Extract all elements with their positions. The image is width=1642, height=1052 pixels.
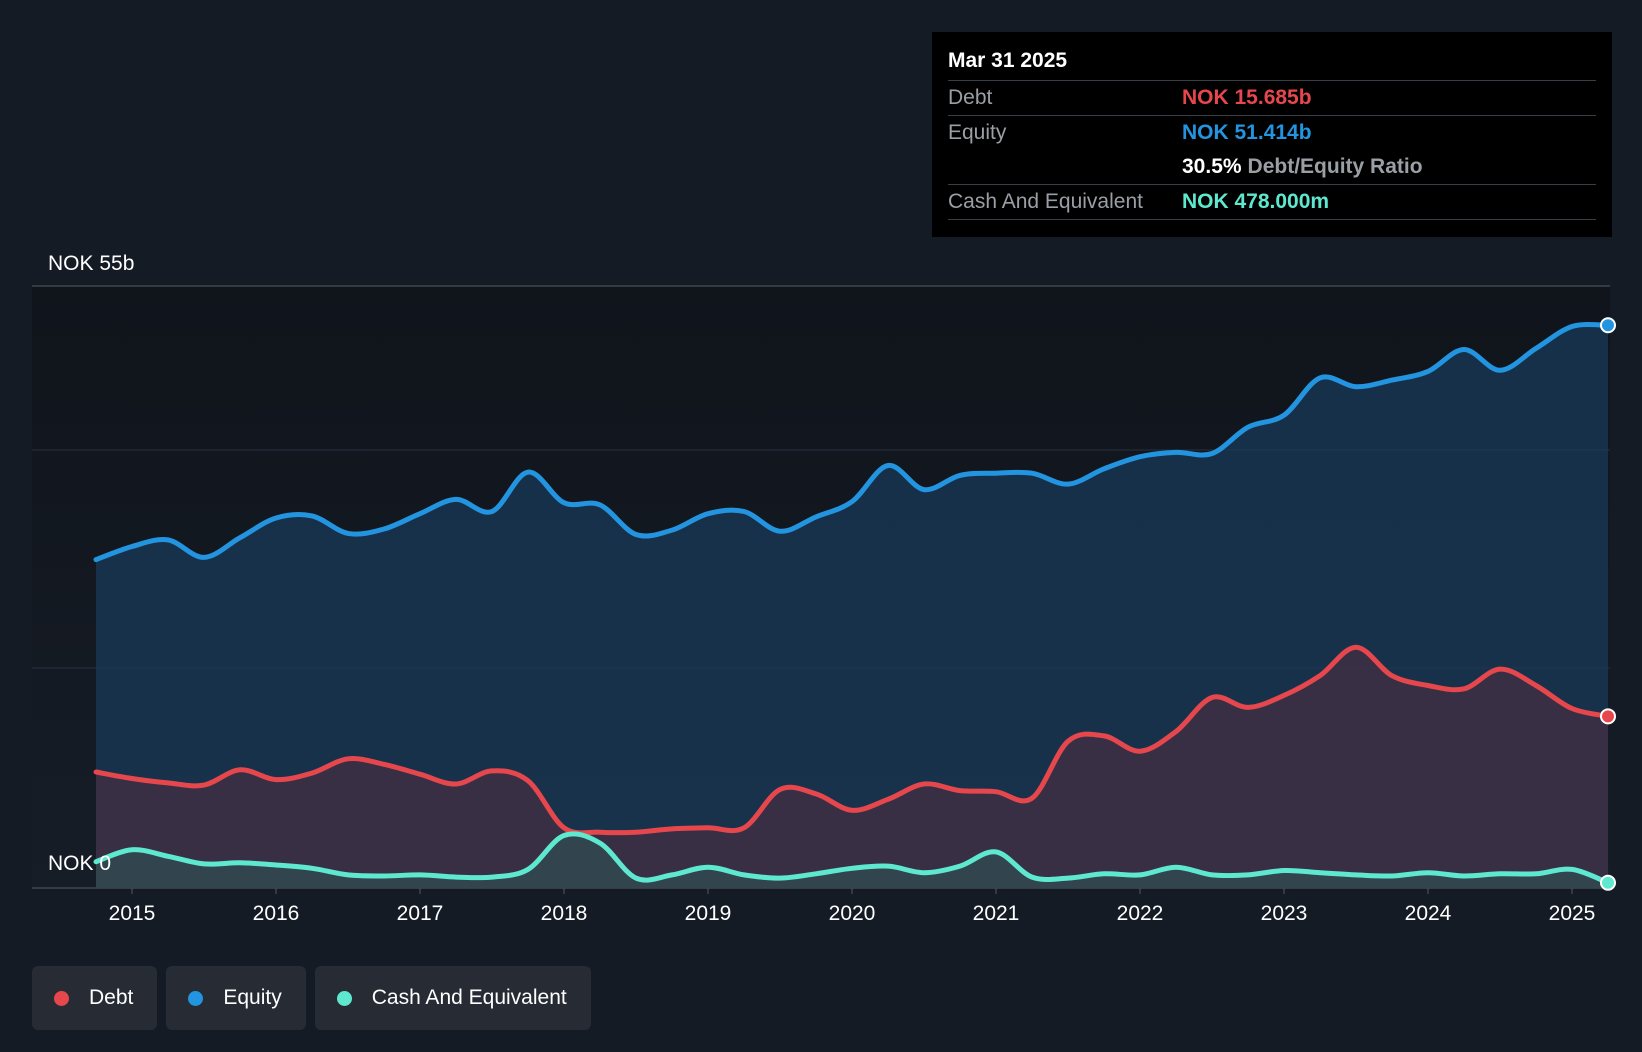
- x-tick-label: 2024: [1405, 902, 1452, 925]
- equity-line: [93, 321, 1611, 563]
- legend: Debt Equity Cash And Equivalent: [32, 966, 591, 1030]
- tooltip-row-cash: Cash And Equivalent NOK 478.000m: [948, 184, 1596, 220]
- series-endpoints: [1600, 317, 1616, 891]
- x-tick-label: 2018: [541, 902, 588, 925]
- debt-dot-icon: [54, 990, 69, 1006]
- equity-endpoint-marker: [1600, 317, 1616, 334]
- tooltip-ratio-label: Debt/Equity Ratio: [1247, 155, 1423, 178]
- equity-dot-icon: [188, 990, 204, 1006]
- tooltip-panel: Mar 31 2025 Debt NOK 15.685b Equity NOK …: [932, 32, 1612, 237]
- x-tick-label: 2021: [973, 902, 1020, 925]
- cash-area: [96, 833, 1608, 888]
- x-tick-label: 2020: [829, 902, 876, 925]
- tooltip-cash-label: Cash And Equivalent: [948, 190, 1143, 213]
- x-axis-ticks: 2015 2016 2017 2018 2019 2020 2021 2022 2023 2024…: [109, 888, 1596, 925]
- legend-cash-label: Cash And Equivalent: [371, 986, 567, 1009]
- x-tick-label: 2023: [1261, 902, 1308, 925]
- tooltip-row-equity: Equity NOK 51.414b: [948, 115, 1596, 150]
- series-lines: [93, 321, 1611, 886]
- tooltip-row-ratio: 30.5% Debt/Equity Ratio: [948, 150, 1596, 184]
- cash-endpoint-marker: [1600, 874, 1616, 891]
- x-tick-label: 2015: [109, 902, 156, 925]
- tooltip-cash-value: NOK 478.000m: [1182, 190, 1330, 213]
- debt-line: [93, 644, 1611, 836]
- x-tick-label: 2017: [397, 902, 444, 925]
- debt-endpoint-marker: [1600, 708, 1616, 725]
- legend-item-equity[interactable]: Equity: [166, 966, 306, 1030]
- tooltip-row-debt: Debt NOK 15.685b: [948, 80, 1596, 115]
- tooltip-debt-label: Debt: [948, 86, 993, 109]
- series-areas: [96, 324, 1608, 888]
- cash-dot-icon: [336, 990, 352, 1006]
- cash-line: [93, 831, 1611, 886]
- tooltip-date: Mar 31 2025: [948, 49, 1068, 72]
- y-axis-bottom-label: NOK 0: [48, 852, 111, 875]
- tooltip-equity-value: NOK 51.414b: [1182, 121, 1312, 144]
- debt-area: [96, 647, 1608, 888]
- legend-debt-label: Debt: [89, 986, 134, 1009]
- tooltip-debt-value: NOK 15.685b: [1182, 86, 1312, 109]
- tooltip-ratio-value: 30.5%: [1182, 155, 1242, 178]
- x-tick-label: 2025: [1549, 902, 1596, 925]
- x-tick-label: 2022: [1117, 902, 1164, 925]
- y-axis-top-label: NOK 55b: [48, 252, 134, 275]
- x-tick-label: 2019: [685, 902, 732, 925]
- x-tick-label: 2016: [253, 902, 300, 925]
- legend-item-cash[interactable]: Cash And Equivalent: [314, 966, 591, 1030]
- tooltip-equity-label: Equity: [948, 121, 1007, 144]
- legend-item-debt[interactable]: Debt: [32, 966, 158, 1030]
- legend-equity-label: Equity: [223, 986, 282, 1009]
